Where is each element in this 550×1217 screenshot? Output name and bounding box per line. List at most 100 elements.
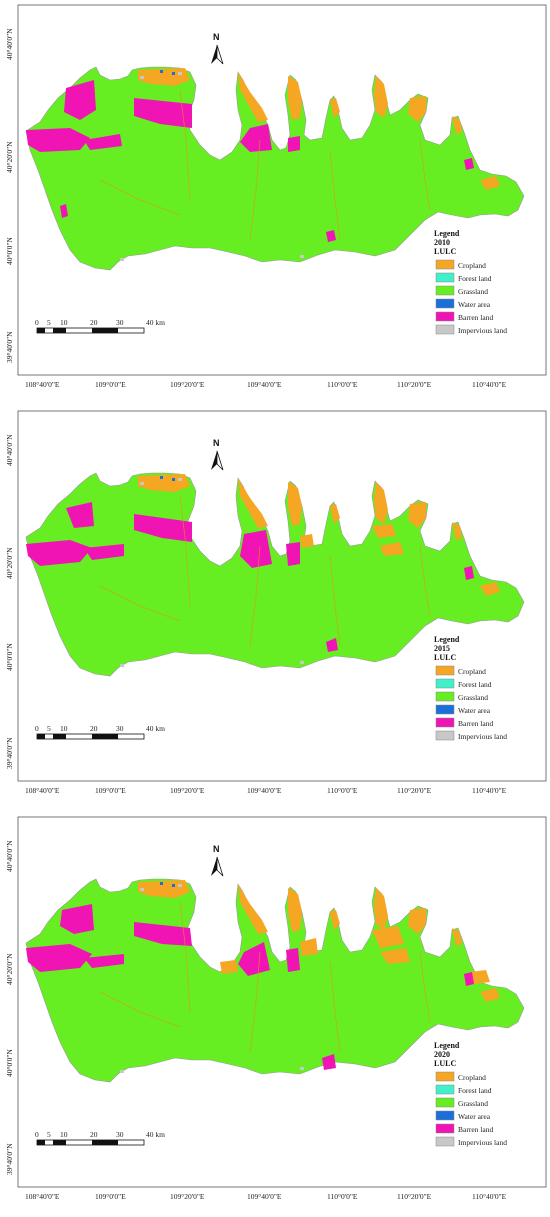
latitude-label: 40°0'0"N: [5, 643, 14, 671]
north-arrow-icon: N: [211, 32, 224, 65]
scale-tick-label: 5: [47, 318, 51, 327]
scale-bar-segment: [37, 328, 45, 333]
cropland-patch: [374, 888, 388, 930]
legend-year: 2010: [434, 238, 450, 247]
scale-bar-segment: [92, 734, 118, 739]
barren-patch: [464, 158, 474, 170]
impervious-patch: [120, 258, 124, 261]
barren-patch: [240, 124, 272, 152]
impervious-patch: [178, 478, 182, 481]
latitude-label: 40°0'0"N: [5, 1049, 14, 1077]
north-label: N: [213, 844, 220, 854]
barren-patch: [26, 540, 92, 566]
river-line: [249, 545, 261, 647]
impervious-patch: [140, 482, 144, 485]
legend-item-label: Forest land: [458, 1086, 492, 1095]
legend-item-label: Impervious land: [458, 326, 507, 335]
legend-swatch: [435, 298, 455, 309]
legend-swatch: [435, 324, 455, 335]
barren-patch: [26, 128, 90, 152]
river-line: [179, 495, 191, 607]
barren-patch: [286, 948, 300, 972]
barren-patch: [134, 922, 192, 946]
barren-patch: [60, 904, 94, 934]
latitude-label: 40°20'0"N: [5, 953, 14, 985]
cropland-patch: [480, 582, 500, 596]
map-svg-2020: 108°40'0"E 109°0'0"E 109°20'0"E 109°40'0"E 1…: [5, 816, 547, 1201]
legend-subtitle: LULC: [434, 653, 456, 662]
longitude-label: 109°0'0"E: [95, 786, 126, 795]
map-panel-2015: 108°40'0"E 109°0'0"E 109°20'0"E 109°40'0"E 1…: [0, 406, 550, 811]
longitude-label: 110°40'0"E: [472, 380, 507, 389]
water-patch: [160, 882, 163, 885]
river-line: [99, 991, 181, 1028]
barren-patch: [464, 566, 474, 580]
barren-patch: [84, 954, 124, 968]
scale-bar-segment: [37, 734, 45, 739]
map-panel-2010: 108°40'0"E 109°0'0"E 109°20'0"E 109°40'0"E 1…: [0, 0, 550, 405]
north-arrow-icon: N: [211, 438, 224, 471]
impervious-patch: [178, 72, 182, 75]
scale-bar-segment: [37, 1140, 45, 1145]
water-patch: [172, 884, 175, 887]
longitude-label: 109°0'0"E: [95, 1192, 126, 1201]
legend-year: 2015: [434, 644, 450, 653]
impervious-patches: [120, 476, 304, 667]
longitude-label: 109°40'0"E: [247, 1192, 282, 1201]
scale-bar-segment: [53, 328, 66, 333]
scale-tick-label: 20: [90, 1130, 98, 1139]
legend-item-label: Water area: [458, 706, 491, 715]
scale-tick-label: 10: [60, 1130, 68, 1139]
legend-title: Legend: [434, 229, 460, 238]
barren-patch: [326, 230, 336, 242]
legend-swatch: [435, 272, 455, 283]
cropland-patch: [374, 482, 388, 524]
scale-tick-label: 40 km: [146, 1130, 165, 1139]
longitude-label: 110°0'0"E: [327, 786, 358, 795]
scale-bar: 0 5 10 20 30 40 km: [35, 318, 165, 334]
north-arrow-right: [216, 856, 224, 877]
longitude-labels: 108°40'0"E 109°0'0"E 109°20'0"E 109°40'0"E 1…: [25, 786, 507, 795]
river-lines: [99, 89, 431, 241]
legend-item-label: Grassland: [458, 693, 488, 702]
cropland-patch: [288, 888, 302, 932]
legend-item-label: Cropland: [458, 667, 486, 676]
barren-patch: [238, 942, 270, 976]
water-patch: [172, 478, 175, 481]
river-line: [419, 545, 431, 617]
legend-swatch: [435, 1136, 455, 1147]
legend-swatch: [435, 717, 455, 728]
north-arrow-right: [216, 44, 224, 65]
cropland-patch: [220, 960, 238, 974]
latitude-labels: 40°40'0"N 40°20'0"N 40°0'0"N 39°40'0"N: [5, 434, 14, 769]
cropland-patches: [138, 474, 500, 596]
legend-subtitle: LULC: [434, 1059, 456, 1068]
barren-patches: [26, 80, 474, 242]
legend-swatch: [435, 1097, 455, 1108]
barren-patch: [134, 98, 192, 128]
north-arrow-left: [211, 451, 217, 470]
scale-tick-label: 10: [60, 724, 68, 733]
impervious-patch: [140, 76, 144, 79]
cropland-patch: [238, 884, 268, 934]
impervious-patch: [120, 1070, 124, 1073]
scale-tick-label: 40 km: [146, 724, 165, 733]
longitude-label: 108°40'0"E: [25, 380, 60, 389]
legend-title: Legend: [434, 1041, 460, 1050]
scale-tick-label: 30: [116, 318, 124, 327]
longitude-label: 109°0'0"E: [95, 380, 126, 389]
barren-patch: [240, 530, 272, 568]
river-line: [419, 951, 431, 1023]
scale-bar: 0 5 10 20 30 40 km: [35, 1130, 165, 1146]
legend-swatch: [435, 311, 455, 322]
north-label: N: [213, 32, 220, 42]
cropland-patch: [408, 908, 426, 934]
scale-bar-segment: [92, 1140, 118, 1145]
cropland-patch: [380, 948, 410, 964]
barren-patch: [64, 80, 96, 120]
longitude-label: 109°20'0"E: [170, 786, 205, 795]
cropland-patch: [374, 76, 388, 118]
longitude-labels: 108°40'0"E 109°0'0"E 109°20'0"E 109°40'0"E 1…: [25, 380, 507, 389]
legend-swatch: [435, 678, 455, 689]
barren-patches: [26, 502, 474, 652]
